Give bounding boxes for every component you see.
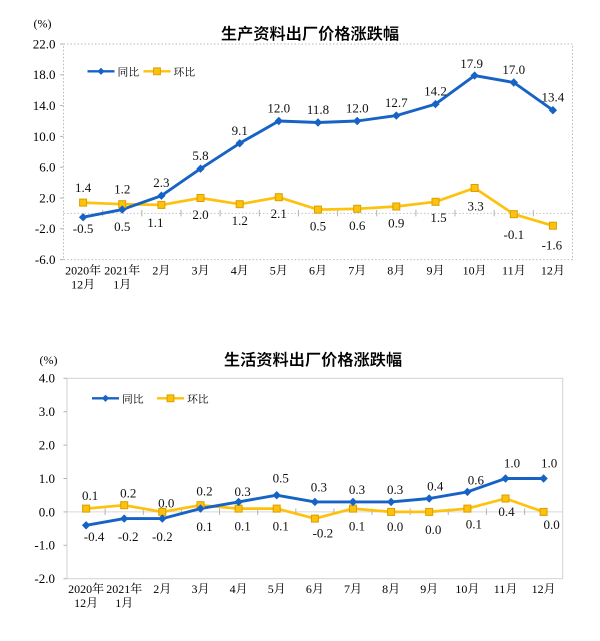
svg-text:12: 12	[532, 582, 544, 596]
svg-text:0.0: 0.0	[39, 504, 55, 519]
svg-text:2020: 2020	[68, 582, 92, 596]
svg-text:11.8: 11.8	[307, 102, 329, 117]
svg-text:1.2: 1.2	[232, 213, 248, 228]
svg-text:1.0: 1.0	[504, 456, 520, 471]
svg-text:2020: 2020	[65, 263, 89, 277]
svg-text:-2.0: -2.0	[34, 571, 55, 586]
svg-text:5: 5	[270, 263, 276, 277]
svg-text:4: 4	[230, 582, 236, 596]
svg-text:2021: 2021	[104, 263, 128, 277]
svg-text:1: 1	[113, 277, 119, 291]
svg-text:9: 9	[420, 582, 426, 596]
svg-text:2: 2	[152, 263, 158, 277]
svg-text:1.1: 1.1	[147, 215, 163, 230]
svg-text:0.6: 0.6	[468, 472, 485, 487]
svg-text:0.1: 0.1	[349, 519, 365, 534]
svg-text:0.5: 0.5	[114, 219, 130, 234]
svg-text:1.0: 1.0	[541, 456, 557, 471]
svg-text:3.0: 3.0	[39, 404, 55, 419]
svg-text:17.0: 17.0	[502, 62, 525, 77]
svg-text:(%): (%)	[34, 17, 52, 31]
svg-text:0.0: 0.0	[543, 517, 559, 532]
svg-text:12.0: 12.0	[267, 101, 290, 116]
svg-text:0.1: 0.1	[196, 519, 212, 534]
svg-text:0.3: 0.3	[311, 479, 327, 494]
svg-text:7: 7	[348, 263, 354, 277]
svg-text:-0.1: -0.1	[504, 227, 525, 242]
svg-text:2: 2	[153, 582, 159, 596]
svg-text:-0.2: -0.2	[313, 526, 334, 541]
svg-text:0.1: 0.1	[273, 519, 289, 534]
svg-text:6: 6	[306, 582, 312, 596]
svg-text:3: 3	[192, 263, 198, 277]
svg-text:12: 12	[74, 596, 86, 610]
svg-text:9: 9	[427, 263, 433, 277]
svg-text:14.0: 14.0	[33, 98, 56, 113]
svg-text:0.6: 0.6	[349, 218, 366, 233]
svg-text:-0.5: -0.5	[73, 221, 94, 236]
svg-text:11: 11	[494, 582, 506, 596]
svg-text:-0.2: -0.2	[152, 529, 173, 544]
svg-text:8: 8	[382, 582, 388, 596]
svg-text:9.1: 9.1	[232, 123, 248, 138]
svg-text:0.3: 0.3	[387, 482, 403, 497]
svg-text:1.2: 1.2	[114, 182, 130, 197]
svg-text:12.0: 12.0	[346, 101, 369, 116]
svg-text:0.3: 0.3	[349, 482, 365, 497]
svg-text:3: 3	[192, 582, 198, 596]
svg-text:-1.6: -1.6	[542, 238, 563, 253]
svg-text:-6.0: -6.0	[35, 252, 56, 267]
svg-text:7: 7	[344, 582, 350, 596]
svg-text:0.2: 0.2	[196, 484, 212, 499]
svg-text:0.0: 0.0	[158, 495, 174, 510]
svg-text:13.4: 13.4	[542, 90, 565, 105]
svg-text:0.4: 0.4	[427, 479, 444, 494]
svg-text:10.0: 10.0	[33, 129, 56, 144]
svg-text:2.1: 2.1	[271, 206, 287, 221]
svg-text:18.0: 18.0	[33, 67, 56, 82]
svg-text:5.8: 5.8	[192, 148, 208, 163]
svg-text:2.0: 2.0	[39, 438, 55, 453]
svg-text:0.3: 0.3	[234, 484, 250, 499]
svg-text:10: 10	[463, 263, 475, 277]
svg-text:0.0: 0.0	[425, 522, 441, 537]
svg-text:0.4: 0.4	[498, 504, 515, 519]
svg-text:11: 11	[502, 263, 514, 277]
svg-text:12: 12	[71, 277, 83, 291]
svg-text:8: 8	[387, 263, 393, 277]
svg-text:12: 12	[541, 263, 553, 277]
svg-text:5: 5	[268, 582, 274, 596]
svg-text:3.3: 3.3	[467, 199, 483, 214]
svg-text:0.5: 0.5	[310, 219, 326, 234]
svg-text:4.0: 4.0	[39, 371, 55, 386]
svg-text:0.1: 0.1	[82, 488, 98, 503]
svg-text:2.0: 2.0	[39, 190, 55, 205]
svg-text:-0.4: -0.4	[84, 529, 105, 544]
svg-text:0.9: 0.9	[388, 216, 404, 231]
svg-text:17.9: 17.9	[460, 56, 483, 71]
svg-text:6.0: 6.0	[39, 160, 55, 175]
svg-text:1.5: 1.5	[430, 210, 446, 225]
svg-text:22.0: 22.0	[33, 36, 56, 51]
svg-text:14.2: 14.2	[424, 84, 447, 99]
svg-text:0.1: 0.1	[466, 517, 482, 532]
svg-text:6: 6	[309, 263, 315, 277]
svg-text:1.4: 1.4	[75, 180, 92, 195]
svg-text:1.0: 1.0	[39, 471, 55, 486]
svg-text:1: 1	[115, 596, 121, 610]
svg-text:0.1: 0.1	[234, 519, 250, 534]
svg-text:12.7: 12.7	[385, 95, 408, 110]
svg-text:-0.2: -0.2	[118, 529, 139, 544]
svg-text:10: 10	[455, 582, 467, 596]
svg-text:2021: 2021	[106, 582, 130, 596]
svg-text:2.0: 2.0	[192, 207, 208, 222]
svg-text:-2.0: -2.0	[35, 221, 56, 236]
svg-text:0.0: 0.0	[387, 519, 403, 534]
svg-text:-1.0: -1.0	[34, 538, 55, 553]
svg-text:0.5: 0.5	[273, 471, 289, 486]
svg-text:2.3: 2.3	[153, 175, 169, 190]
svg-text:(%): (%)	[40, 353, 58, 367]
svg-text:0.2: 0.2	[120, 486, 136, 501]
svg-text:4: 4	[231, 263, 237, 277]
